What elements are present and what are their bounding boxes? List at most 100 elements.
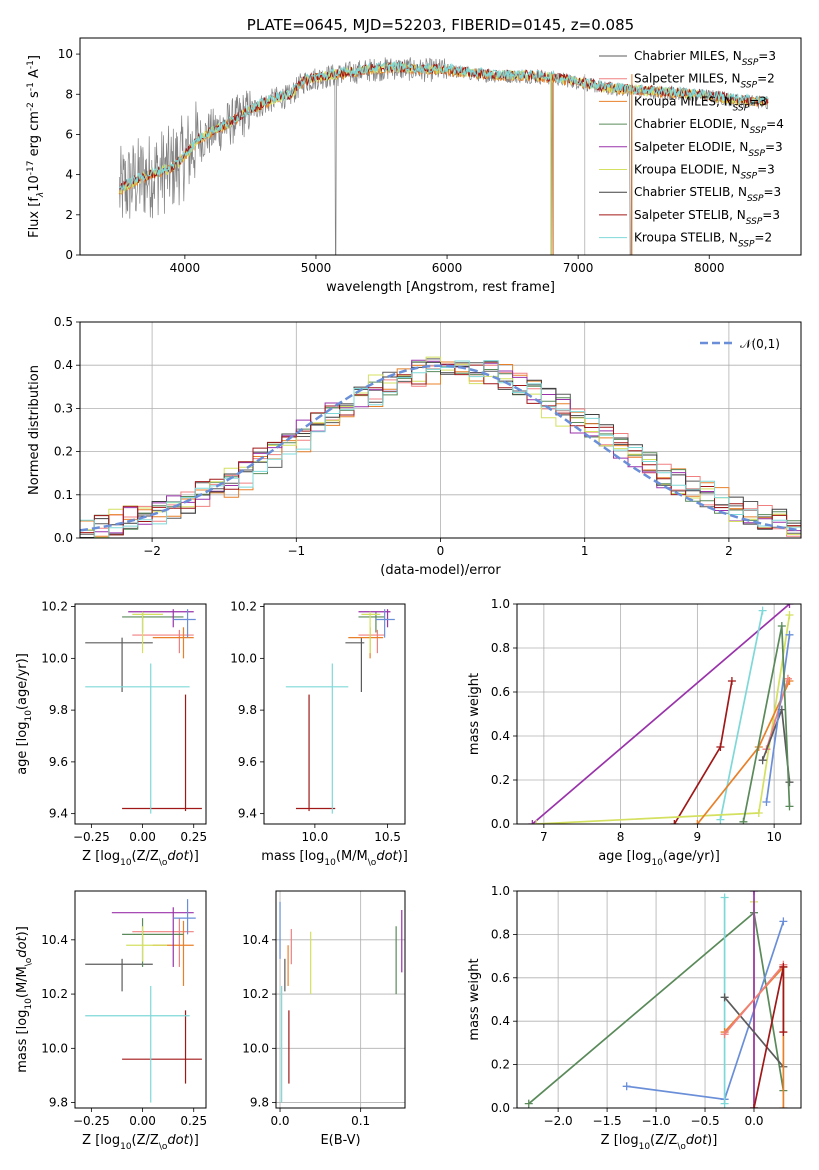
legend-entry: Salpeter ELODIE, NSSP=3 <box>634 140 783 159</box>
residual-panel: 𝒩(0,1) −2 −1 0 1 2 0.0 0.1 0.2 0.3 0.4 0.5 (data-mod… <box>27 315 802 578</box>
y-tick-label: 2 <box>65 208 73 222</box>
x-tick-label: 6000 <box>432 261 463 275</box>
y-tick-label: 9.4 <box>238 807 257 821</box>
x-axis-label: wavelength [Angstrom, rest frame] <box>326 280 555 295</box>
x-tick-label: −1.0 <box>641 1114 670 1128</box>
errorbar-chabrier_miles <box>345 637 365 692</box>
errorbar-chabrier_elodie <box>358 611 385 633</box>
weight-marker <box>727 677 736 685</box>
legend-entry: Kroupa STELIB, NSSP=2 <box>634 231 772 250</box>
x-axis-label: Z [log10(Z/Z\odot)] <box>82 849 199 868</box>
weight-series-kroupa_elodie <box>532 611 794 824</box>
weight-marker <box>779 1028 788 1037</box>
weight-marker <box>524 1099 533 1108</box>
legend-entry: 𝒩(0,1) <box>740 337 780 351</box>
residual-legend: 𝒩(0,1) <box>700 337 780 351</box>
axes-frame <box>79 37 802 256</box>
plot-area <box>80 356 801 538</box>
x-axis-label: age [log10(age/yr)] <box>598 849 720 868</box>
axes-frame <box>74 603 207 825</box>
weight-marker <box>720 1030 729 1039</box>
x-tick-label: −0.25 <box>73 1114 110 1128</box>
x-axis-label: (data-model)/error <box>380 563 501 578</box>
x-tick-label: 2 <box>725 544 733 558</box>
weight-marker <box>779 1104 788 1108</box>
x-tick-label: 0.1 <box>351 1114 370 1128</box>
weight-marker <box>720 1099 729 1108</box>
legend-entry: Kroupa MILES, NSSP=3 <box>634 94 767 113</box>
y-tick-label: 1.0 <box>491 884 510 898</box>
errorbar-salpeter_miles <box>132 629 194 654</box>
y-tick-label: 10.0 <box>41 1041 68 1055</box>
weight-marker <box>716 815 725 824</box>
errorbar-salpeter_elodie <box>111 907 194 967</box>
errorbar-kroupa_stelib <box>85 985 190 1103</box>
weight-series-chabrier_elodie <box>739 622 794 824</box>
x-tick-label: 5000 <box>301 261 332 275</box>
plot-area <box>118 57 769 255</box>
weight-series-kroupa_stelib <box>716 606 767 824</box>
errorbar-kroupa_miles <box>152 627 194 659</box>
x-tick-label: −2 <box>143 544 161 558</box>
weight-marker <box>785 802 794 811</box>
weight-line <box>531 604 791 824</box>
y-tick-label: 0.2 <box>54 445 73 459</box>
weight-marker <box>693 820 702 824</box>
spectrum-legend: Chabrier MILES, NSSP=3 Salpeter MILES, NS… <box>599 49 784 250</box>
weight-marker <box>785 630 794 639</box>
axes-frame <box>263 603 406 825</box>
y-tick-label: 0.8 <box>491 641 510 655</box>
x-axis-label: Z [log10(Z/Z\odot)] <box>601 1133 718 1152</box>
chart-title: PLATE=0645, MJD=52203, FIBERID=0145, z=0… <box>247 16 634 34</box>
plot-area <box>524 891 788 1108</box>
errorbar-normal <box>173 899 196 935</box>
y-tick-label: 10.4 <box>41 933 68 947</box>
errorbar-salpeter_miles <box>358 629 385 654</box>
y-tick-label: 10 <box>58 47 73 61</box>
errorbar-salpeter_miles <box>132 918 194 967</box>
y-axis-label: mass [log10(M/M\odot)] <box>15 926 34 1073</box>
weight-line <box>536 614 791 824</box>
weight-series-normal <box>762 630 794 806</box>
x-tick-label: 8000 <box>694 261 725 275</box>
legend-entry: Chabrier ELODIE, NSSP=4 <box>634 117 784 136</box>
y-tick-label: 10.2 <box>41 987 68 1001</box>
weight-marker <box>779 962 788 971</box>
y-tick-label: 6 <box>65 127 73 141</box>
x-tick-label: 0.0 <box>270 1114 289 1128</box>
y-tick-label: 0.0 <box>491 817 510 831</box>
weight-marker <box>528 820 537 824</box>
plot-area <box>285 609 395 814</box>
weight-marker <box>670 820 679 824</box>
y-tick-label: 9.6 <box>49 755 68 769</box>
errorbar-salpeter_stelib <box>122 694 202 812</box>
y-tick-label: 0.4 <box>54 358 73 372</box>
y-tick-label: 0.4 <box>491 729 510 743</box>
legend-entry: Kroupa ELODIE, NSSP=3 <box>634 163 775 182</box>
x-tick-label: 7000 <box>563 261 594 275</box>
y-tick-label: 9.8 <box>250 1096 269 1110</box>
x-tick-label: 10.5 <box>374 830 401 844</box>
legend-entry: Chabrier STELIB, NSSP=3 <box>634 185 781 204</box>
errorbar-kroupa_stelib <box>85 663 190 814</box>
spectrum-panel: Chabrier MILES, NSSP=3 Salpeter MILES, NS… <box>26 16 802 295</box>
x-tick-label: 10 <box>766 830 781 844</box>
mass-weight-vs-z-panel: −2.0 −1.5 −1.0 −0.5 0.0 0.0 0.2 0.4 0.6 0.8 1.0 Z [… <box>467 884 802 1152</box>
y-tick-label: 9.4 <box>49 807 68 821</box>
weight-marker <box>783 674 792 683</box>
y-tick-label: 10.4 <box>242 933 269 947</box>
age-vs-mass-panel: 10.0 10.5 9.4 9.6 9.8 10.0 10.2 mass [log10(M/M… <box>230 600 408 868</box>
y-axis-label: age [log10(age/yr)] <box>15 653 34 775</box>
x-tick-label: 0.25 <box>180 1114 207 1128</box>
weight-series-kroupa_miles <box>693 677 794 824</box>
x-tick-label: 7 <box>540 830 548 844</box>
x-tick-label: −1.5 <box>593 1114 622 1128</box>
errorbar-chabrier_miles <box>85 958 153 992</box>
weight-marker <box>762 798 771 806</box>
y-tick-label: 4 <box>65 168 73 182</box>
x-tick-label: −1 <box>287 544 305 558</box>
y-tick-label: 9.8 <box>238 703 257 717</box>
weight-line <box>723 964 785 1035</box>
age-vs-z-panel: −0.25 0.00 0.25 9.4 9.6 9.8 10.0 10.2 Z [log10(Z… <box>15 600 207 868</box>
errorbar-salpeter_elodie <box>128 609 194 628</box>
